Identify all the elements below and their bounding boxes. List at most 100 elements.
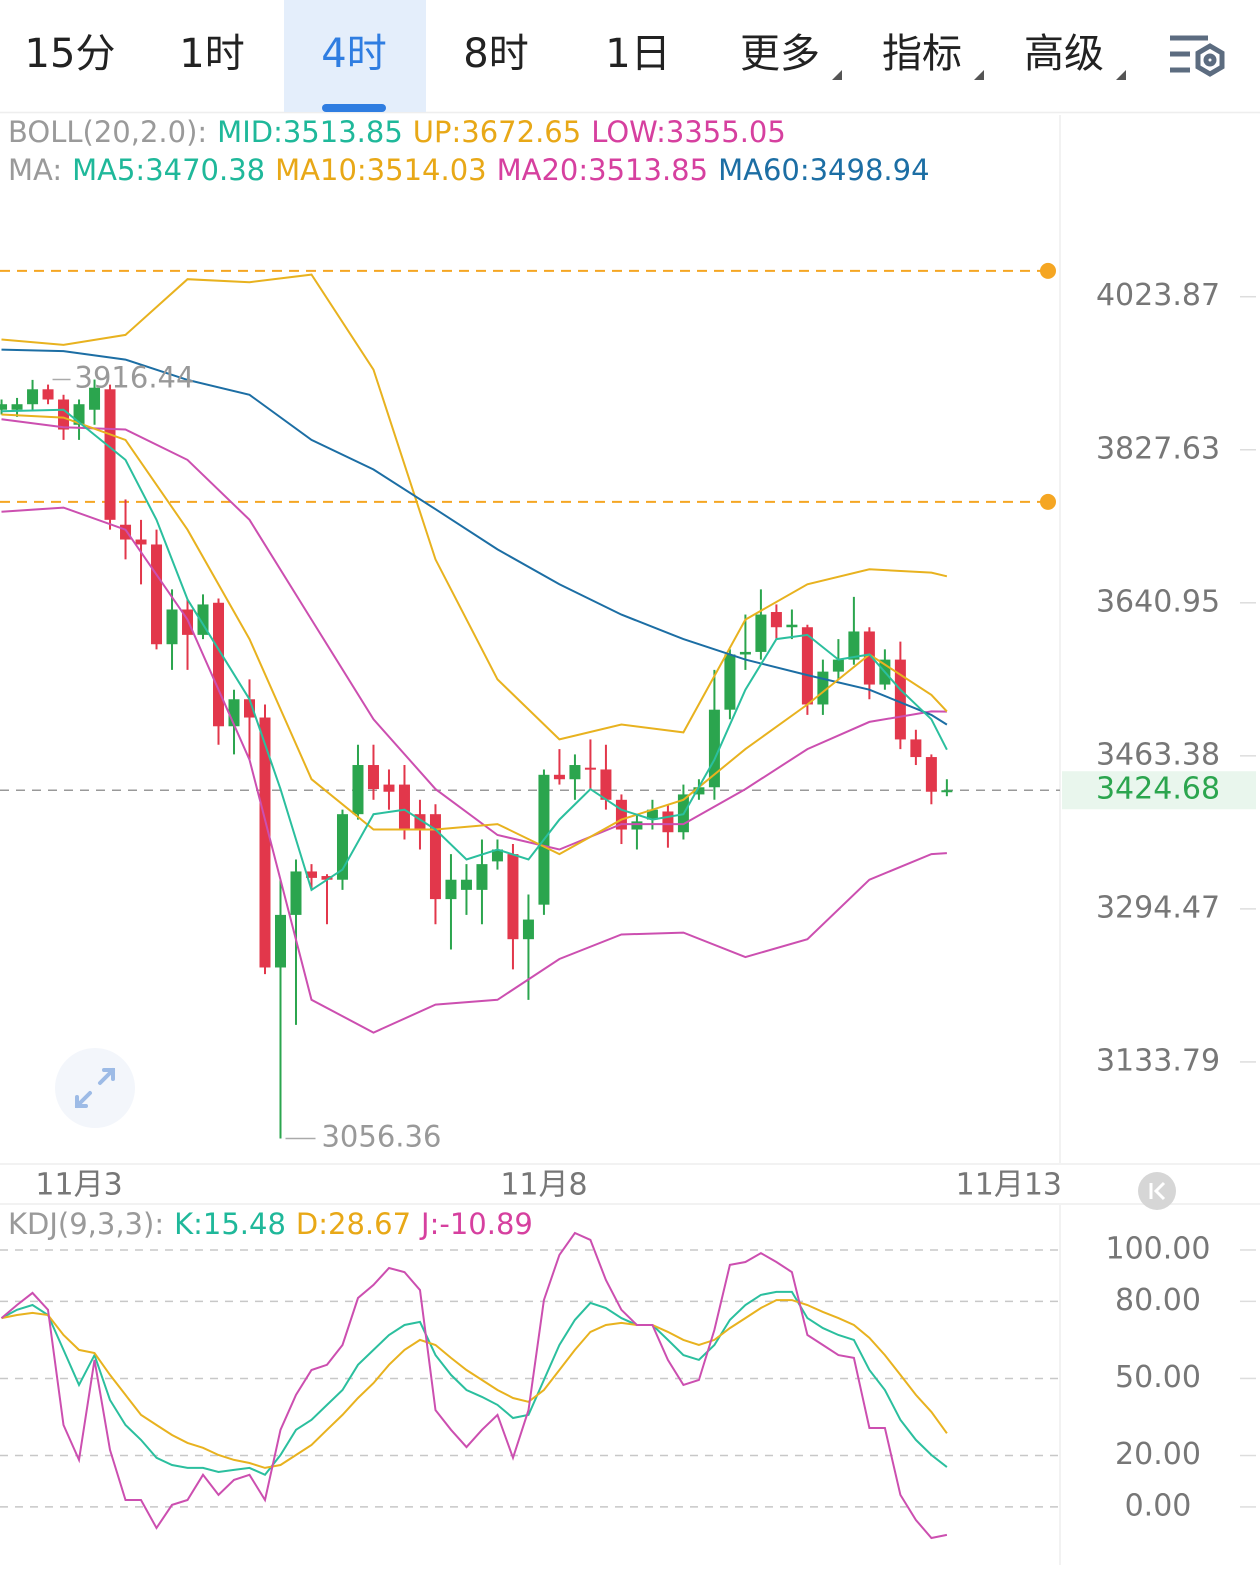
y-tick-label: 4023.87: [1096, 278, 1220, 313]
legend-item: MA5:3470.38: [72, 153, 265, 187]
candle-body: [894, 659, 906, 740]
y-tick-label: 0.00: [1125, 1488, 1192, 1523]
tab-label: 8时: [463, 31, 528, 77]
candle-body: [615, 799, 627, 830]
candle-body: [910, 739, 922, 758]
candle-body: [336, 814, 348, 880]
candle-body: [104, 389, 116, 520]
candle-body: [662, 811, 674, 833]
legend-item: MA20:3513.85: [497, 153, 708, 187]
expand-bg: [55, 1048, 135, 1128]
candle-body: [0, 404, 8, 410]
drawn-line-handle[interactable]: [1040, 262, 1056, 279]
candle-body: [197, 604, 209, 635]
candle-body: [259, 717, 271, 968]
candle-body: [522, 919, 534, 940]
tab[interactable]: 4时: [284, 0, 426, 112]
tab-label: 1日: [605, 31, 670, 77]
y-tick-label: 100.00: [1106, 1231, 1211, 1266]
last-price-label: 3424.68: [1096, 772, 1220, 807]
legend-item: MA60:3498.94: [718, 153, 929, 187]
candle-body: [848, 631, 860, 660]
candle-body: [491, 849, 503, 862]
tab-label: 更多: [740, 31, 820, 77]
settings-icon[interactable]: [1170, 35, 1225, 77]
legend-row: MA: MA5:3470.38 MA10:3514.03 MA20:3513.85 MA…: [8, 153, 930, 187]
candle-body: [151, 544, 163, 645]
candle-body: [383, 784, 395, 792]
tab-label: 指标: [882, 31, 962, 77]
y-tick-label: 3640.95: [1096, 584, 1220, 619]
candle-body: [600, 769, 612, 800]
tab[interactable]: 15分: [25, 31, 116, 77]
candle-body: [73, 404, 85, 425]
y-tick-label: 3294.47: [1096, 890, 1220, 925]
candle-body: [786, 624, 798, 628]
candle-body: [476, 864, 488, 890]
tab[interactable]: 1时: [179, 31, 244, 77]
legend-item: K:15.48: [174, 1207, 286, 1241]
y-tick-label: 3463.38: [1096, 737, 1220, 772]
min-label: 3056.36: [321, 1120, 441, 1154]
candle-body: [941, 790, 953, 793]
candle-body: [11, 404, 23, 410]
indicator-line: [1, 418, 947, 851]
candle-body: [305, 871, 317, 878]
candle-body: [414, 814, 426, 830]
scroll-end-button[interactable]: [1138, 1172, 1176, 1210]
scroll-icon: [1149, 1181, 1166, 1201]
candle-body: [460, 879, 472, 890]
tab-label: 15分: [25, 31, 116, 77]
legend-item: D:28.67: [296, 1207, 411, 1241]
tab-menu-arrow: [1116, 70, 1126, 80]
y-tick-label: 3133.79: [1096, 1043, 1220, 1078]
legend-item: J:-10.89: [419, 1207, 533, 1241]
candle-body: [832, 659, 844, 672]
tab-label: 1时: [179, 31, 244, 77]
candle-body: [58, 399, 70, 430]
kdj-line: [0, 1231, 948, 1540]
tab[interactable]: 指标: [882, 31, 984, 80]
tab[interactable]: 高级: [1024, 31, 1126, 80]
legend-item: UP:3672.65: [413, 115, 581, 149]
candle-body: [755, 614, 767, 652]
candle-body: [352, 765, 364, 815]
candle-body: [120, 524, 132, 540]
candle-body: [507, 854, 519, 940]
legend-row: BOLL(20,2.0): MID:3513.85 UP:3672.65 LOW:33…: [8, 115, 786, 149]
expand-button[interactable]: [55, 1048, 135, 1128]
candle-body: [553, 774, 565, 780]
y-tick-label: 80.00: [1115, 1283, 1201, 1318]
tab[interactable]: 更多: [740, 31, 842, 80]
indicator-line: [1, 413, 948, 856]
icon-dot: [1203, 53, 1217, 67]
legend-item: LOW:3355.05: [591, 115, 786, 149]
expand-arrows: [75, 1068, 115, 1108]
candle-body: [445, 879, 457, 900]
candle-body: [290, 871, 302, 915]
candle-body: [863, 631, 875, 685]
candle-body: [27, 389, 39, 405]
indicator-line: [1, 348, 948, 726]
max-label: 3916.44: [75, 361, 195, 395]
candle-body: [398, 784, 410, 830]
y-tick-label: 50.00: [1115, 1360, 1201, 1395]
candle-body: [182, 609, 194, 635]
legend-row: KDJ(9,3,3): K:15.48 D:28.67 J:-10.89: [8, 1207, 533, 1241]
y-tick-label: 20.00: [1115, 1437, 1201, 1472]
legend-item: MID:3513.85: [217, 115, 403, 149]
tab[interactable]: 1日: [605, 31, 670, 77]
candle-body: [321, 876, 333, 880]
tab[interactable]: 8时: [463, 31, 528, 77]
candle-body: [89, 387, 101, 410]
candle-body: [708, 709, 720, 788]
candle-body: [42, 389, 54, 400]
tab-menu-arrow: [974, 70, 984, 80]
candle-body: [135, 539, 147, 545]
tab-indicator: [322, 104, 386, 112]
icon-hex: [1195, 43, 1225, 77]
candle-body: [739, 651, 751, 655]
indicator-line: [1, 506, 947, 1034]
drawn-line-handle[interactable]: [1040, 493, 1056, 510]
